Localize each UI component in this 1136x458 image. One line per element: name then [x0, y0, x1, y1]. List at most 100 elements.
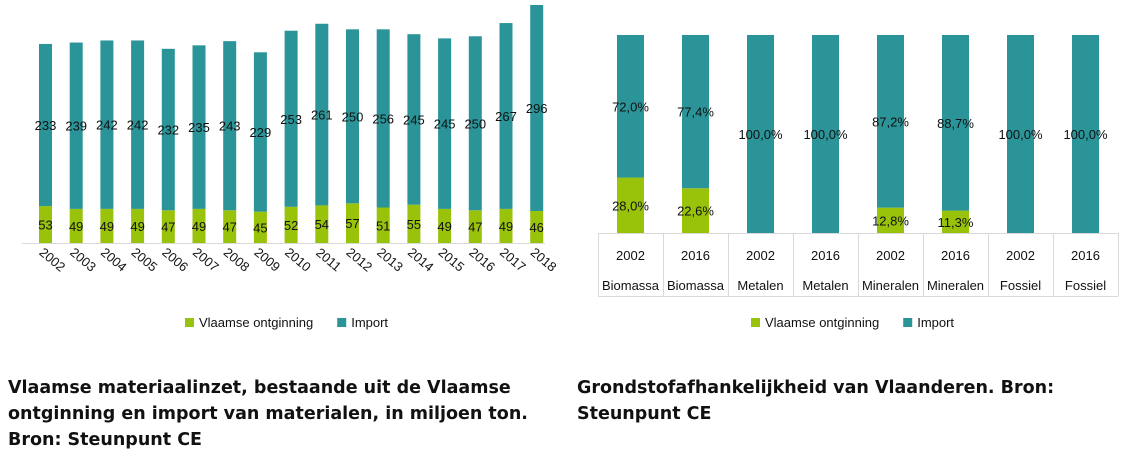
- chart-material-use: 5323320024923920034924220044924220054723…: [22, 4, 560, 330]
- chart-resource-dependency: 28,0% 72,0% 2002 Biomassa 22,6% 77,4% 2016 Biom…: [598, 35, 1119, 330]
- bar-import-2011: [315, 23, 329, 206]
- label-vlaamse-ontginning-mineralen-2016: 11,3%: [938, 215, 974, 230]
- label-vlaamse-ontginning-2016: 47: [468, 220, 482, 235]
- label-import-2005: 242: [127, 118, 149, 133]
- bar-import-2012: [346, 29, 359, 204]
- bar-vlaamse-ontginning-biomassa-2002: [617, 177, 644, 233]
- bar-vlaamse-ontginning-2008: [223, 210, 237, 243]
- label-vlaamse-ontginning-2018: 46: [529, 220, 543, 235]
- label-vlaamse-ontginning-2007: 49: [192, 219, 206, 234]
- bar-vlaamse-ontginning-2015: [438, 208, 452, 243]
- tick-label-2016: 2016: [466, 245, 498, 275]
- tick-label-2013: 2013: [374, 245, 406, 275]
- tick-group-metalen-2002: Metalen: [737, 278, 783, 293]
- bar-import-biomassa-2002: [617, 35, 644, 178]
- tick-label-2010: 2010: [282, 245, 314, 275]
- bar-vlaamse-ontginning-2007: [192, 208, 206, 243]
- tick-year-biomassa-2002: 2002: [616, 248, 645, 263]
- label-import-2003: 239: [65, 119, 87, 134]
- label-import-mineralen-2002: 87,2%: [872, 114, 909, 129]
- label-import-2008: 243: [219, 119, 241, 134]
- caption-resource-dependency: Grondstofafhankelijkheid van Vlaanderen.…: [577, 378, 1055, 424]
- label-vlaamse-ontginning-2017: 49: [499, 219, 513, 234]
- legend-swatch-0: [751, 318, 760, 327]
- bar-import-2009: [253, 52, 267, 212]
- label-vlaamse-ontginning-mineralen-2002: 12,8%: [872, 213, 909, 228]
- label-vlaamse-ontginning-2008: 47: [222, 220, 236, 235]
- label-vlaamse-ontginning-2004: 49: [100, 219, 114, 234]
- tick-label-2012: 2012: [343, 245, 375, 275]
- tick-year-mineralen-2016: 2016: [941, 248, 970, 263]
- tick-label-2008: 2008: [221, 245, 253, 275]
- label-vlaamse-ontginning-2013: 51: [376, 218, 390, 233]
- label-vlaamse-ontginning-2002: 53: [38, 218, 52, 233]
- bar-vlaamse-ontginning-2010: [284, 206, 298, 243]
- label-vlaamse-ontginning-2006: 47: [161, 220, 175, 235]
- bar-vlaamse-ontginning-biomassa-2016: [682, 188, 709, 233]
- tick-label-2017: 2017: [497, 245, 529, 275]
- bar-import-2010: [284, 30, 298, 207]
- bar-import-2017: [499, 23, 513, 209]
- label-import-mineralen-2016: 88,7%: [937, 116, 974, 131]
- label-import-biomassa-2002: 72,0%: [612, 99, 649, 114]
- bar-import-2003: [69, 42, 83, 209]
- label-import-2002: 233: [35, 118, 57, 133]
- label-vlaamse-ontginning-2015: 49: [437, 219, 451, 234]
- bar-vlaamse-ontginning-2006: [161, 210, 175, 243]
- label-vlaamse-ontginning-2009: 45: [253, 220, 267, 235]
- tick-label-2005: 2005: [129, 245, 161, 275]
- bar-vlaamse-ontginning-mineralen-2002: [877, 207, 904, 233]
- tick-group-metalen-2016: Metalen: [802, 278, 848, 293]
- tick-year-fossiel-2016: 2016: [1071, 248, 1100, 263]
- tick-group-biomassa-2016: Biomassa: [667, 278, 725, 293]
- label-import-2010: 253: [280, 112, 302, 127]
- bar-vlaamse-ontginning-2017: [499, 208, 513, 243]
- label-import-2009: 229: [250, 125, 272, 140]
- tick-group-fossiel-2002: Fossiel: [1000, 278, 1041, 293]
- bar-import-fossiel-2002: [1007, 35, 1034, 233]
- bar-vlaamse-ontginning-2002: [39, 206, 52, 243]
- label-import-2004: 242: [96, 118, 118, 133]
- tick-label-2015: 2015: [436, 245, 468, 275]
- legend-label-1: Import: [351, 315, 388, 330]
- tick-label-2009: 2009: [251, 245, 283, 275]
- bar-vlaamse-ontginning-2005: [131, 208, 145, 243]
- label-import-fossiel-2016: 100,0%: [1063, 127, 1108, 142]
- label-import-2006: 232: [157, 123, 179, 138]
- legend-label-0: Vlaamse ontginning: [199, 315, 313, 330]
- bar-vlaamse-ontginning-2009: [253, 211, 267, 243]
- legend-swatch-0: [185, 318, 194, 327]
- bar-import-biomassa-2016: [682, 35, 709, 189]
- label-import-2012: 250: [342, 109, 364, 124]
- label-import-2018: 296: [526, 101, 548, 116]
- label-import-2014: 245: [403, 112, 425, 127]
- tick-year-metalen-2002: 2002: [746, 248, 775, 263]
- bar-import-2002: [39, 43, 52, 207]
- legend-label-0: Vlaamse ontginning: [765, 315, 879, 330]
- label-vlaamse-ontginning-2010: 52: [284, 218, 298, 233]
- bar-vlaamse-ontginning-2003: [69, 208, 83, 243]
- bar-import-mineralen-2016: [942, 35, 969, 211]
- tick-group-biomassa-2002: Biomassa: [602, 278, 660, 293]
- label-vlaamse-ontginning-2014: 55: [407, 217, 421, 232]
- bar-vlaamse-ontginning-2016: [468, 210, 482, 243]
- bar-import-2018: [530, 4, 544, 211]
- label-import-2013: 256: [372, 111, 394, 126]
- bar-import-metalen-2016: [812, 35, 839, 233]
- tick-year-metalen-2016: 2016: [811, 248, 840, 263]
- tick-label-2018: 2018: [528, 245, 560, 275]
- tick-group-mineralen-2016: Mineralen: [927, 278, 984, 293]
- tick-label-2014: 2014: [405, 245, 437, 275]
- bar-import-2014: [407, 34, 421, 205]
- label-import-biomassa-2016: 77,4%: [677, 105, 714, 120]
- bar-import-fossiel-2016: [1072, 35, 1099, 233]
- tick-label-2003: 2003: [67, 245, 99, 275]
- bar-import-mineralen-2002: [877, 35, 904, 208]
- bar-vlaamse-ontginning-2004: [100, 208, 114, 243]
- tick-label-2007: 2007: [190, 245, 222, 275]
- legend-swatch-1: [337, 318, 347, 327]
- label-import-2016: 250: [464, 116, 486, 131]
- bar-vlaamse-ontginning-2011: [315, 205, 329, 243]
- tick-year-mineralen-2002: 2002: [876, 248, 905, 263]
- legend-label-1: Import: [917, 315, 954, 330]
